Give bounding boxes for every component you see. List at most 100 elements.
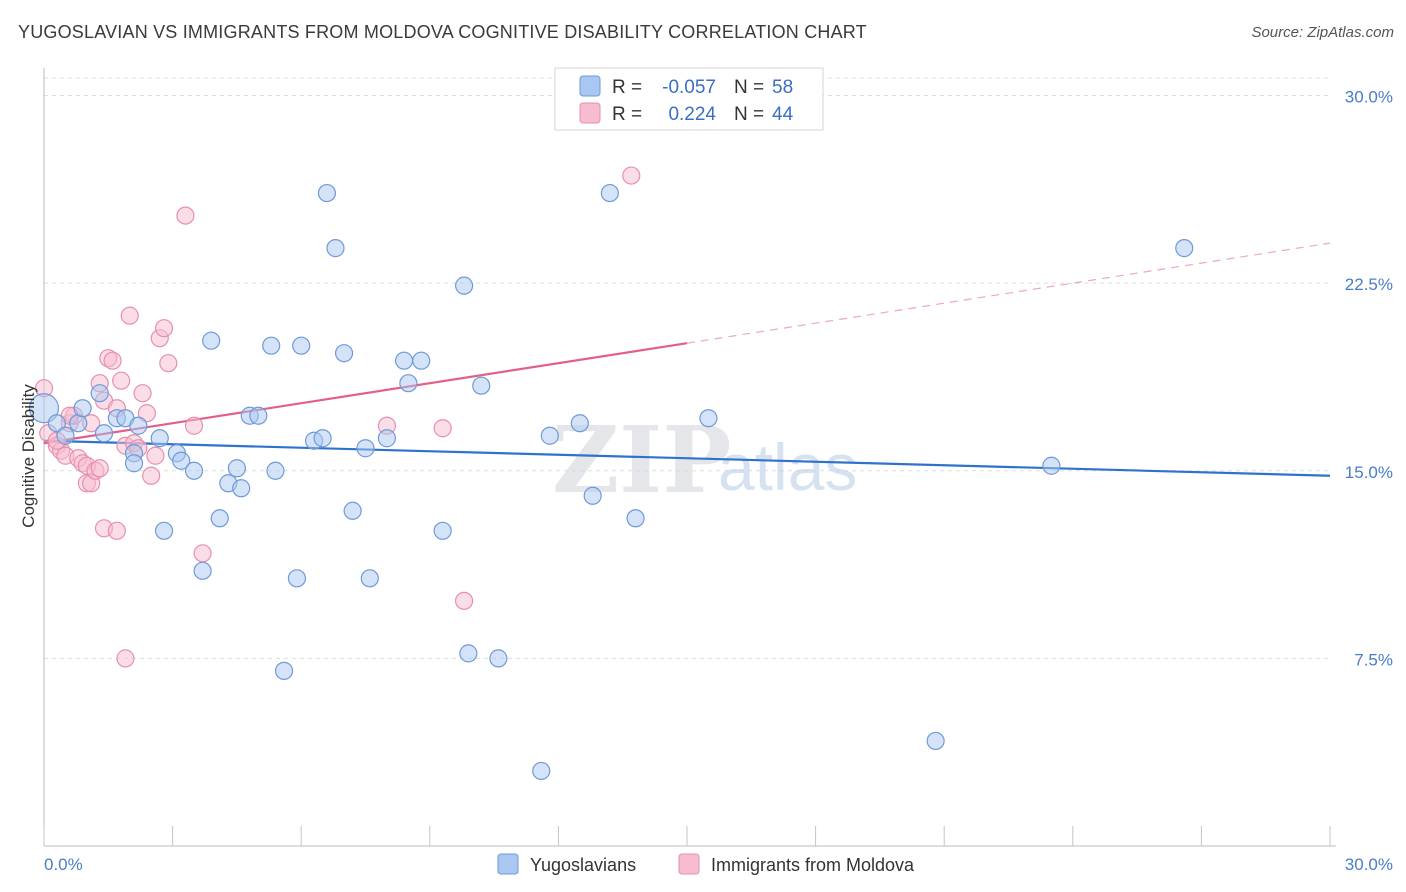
legend-r-value-2: 0.224 bbox=[668, 104, 716, 125]
point-yugoslavians-56 bbox=[1175, 239, 1194, 258]
point-yugoslavians-32 bbox=[317, 183, 337, 203]
series-yugoslavians-points bbox=[28, 183, 1194, 781]
bottom-legend-label-moldova: Immigrants from Moldova bbox=[711, 855, 915, 875]
point-yugoslavians-21 bbox=[227, 459, 246, 478]
legend-n-label-1: N = bbox=[734, 77, 764, 98]
point-yugoslavians-24 bbox=[249, 406, 268, 425]
point-yugoslavians-35 bbox=[343, 501, 362, 520]
point-moldova-37 bbox=[193, 544, 212, 563]
point-yugoslavians-17 bbox=[193, 561, 212, 580]
point-yugoslavians-39 bbox=[394, 351, 414, 370]
point-yugoslavians-44 bbox=[459, 644, 478, 663]
point-yugoslavians-48 bbox=[540, 426, 559, 445]
point-moldova-30 bbox=[142, 466, 161, 485]
point-moldova-22 bbox=[112, 371, 131, 390]
chart-title: YUGOSLAVIAN VS IMMIGRANTS FROM MOLDOVA C… bbox=[18, 22, 867, 42]
legend-n-value-1: 58 bbox=[772, 77, 793, 98]
point-yugoslavians-31 bbox=[313, 429, 332, 448]
point-yugoslavians-4 bbox=[73, 399, 92, 418]
point-moldova-19 bbox=[103, 351, 122, 370]
axes bbox=[43, 68, 1336, 847]
point-yugoslavians-10 bbox=[129, 416, 148, 435]
point-yugoslavians-1 bbox=[47, 414, 66, 433]
trend-line-moldova-extension bbox=[686, 242, 1331, 344]
point-moldova-29 bbox=[137, 404, 156, 423]
point-yugoslavians-47 bbox=[532, 761, 551, 781]
point-yugoslavians-50 bbox=[583, 486, 602, 505]
point-yugoslavians-37 bbox=[360, 569, 379, 588]
point-moldova-25 bbox=[120, 306, 139, 325]
y-tick-label-3: 30.0% bbox=[1345, 88, 1393, 107]
point-yugoslavians-18 bbox=[202, 331, 221, 350]
point-yugoslavians-34 bbox=[334, 344, 354, 363]
trend-line-yugoslavians bbox=[43, 439, 1331, 477]
point-yugoslavians-12 bbox=[150, 429, 169, 448]
point-moldova-14 bbox=[90, 459, 109, 478]
point-yugoslavians-52 bbox=[626, 509, 645, 528]
point-yugoslavians-40 bbox=[399, 374, 418, 393]
point-yugoslavians-15 bbox=[172, 451, 191, 470]
point-yugoslavians-49 bbox=[570, 414, 589, 433]
x-tick-label-min: 0.0% bbox=[44, 855, 83, 874]
point-yugoslavians-41 bbox=[412, 351, 431, 370]
point-yugoslavians-45 bbox=[472, 376, 491, 395]
point-yugoslavians-53 bbox=[699, 409, 718, 428]
source-label: Source: ZipAtlas.com bbox=[1251, 24, 1394, 41]
point-moldova-31 bbox=[146, 446, 165, 465]
point-yugoslavians-51 bbox=[600, 183, 619, 203]
point-yugoslavians-28 bbox=[287, 569, 307, 588]
axis-ticks: 7.5% 15.0% 22.5% 30.0% bbox=[43, 88, 1393, 846]
point-moldova-39 bbox=[433, 419, 452, 438]
point-yugoslavians-38 bbox=[377, 429, 397, 448]
bottom-legend-label-yugoslavians: Yugoslavians bbox=[530, 855, 636, 875]
point-yugoslavians-19 bbox=[210, 509, 229, 528]
point-yugoslavians-27 bbox=[274, 661, 294, 680]
point-yugoslavians-6 bbox=[94, 424, 114, 443]
legend-swatch-moldova bbox=[579, 102, 601, 124]
point-yugoslavians-16 bbox=[184, 461, 204, 480]
point-yugoslavians-11 bbox=[124, 454, 144, 473]
point-yugoslavians-54 bbox=[926, 731, 945, 751]
point-yugoslavians-25 bbox=[262, 336, 281, 355]
y-tick-label-2: 22.5% bbox=[1345, 275, 1393, 294]
bottom-legend: Yugoslavians Immigrants from Moldova bbox=[497, 853, 915, 875]
point-moldova-35 bbox=[176, 206, 195, 225]
y-tick-label-1: 15.0% bbox=[1345, 463, 1393, 482]
y-axis-label: Cognitive Disability bbox=[19, 384, 38, 528]
watermark-atlas: atlas bbox=[718, 430, 857, 504]
point-yugoslavians-43 bbox=[454, 276, 474, 295]
legend-n-value-2: 44 bbox=[772, 104, 794, 125]
legend-r-label-1: R = bbox=[612, 77, 642, 98]
point-yugoslavians-33 bbox=[326, 239, 345, 258]
legend-r-value-1: -0.057 bbox=[662, 77, 716, 98]
series-moldova-points bbox=[34, 166, 641, 668]
point-moldova-28 bbox=[133, 384, 152, 403]
point-yugoslavians-2 bbox=[56, 426, 75, 445]
point-moldova-41 bbox=[622, 166, 641, 185]
point-yugoslavians-5 bbox=[90, 384, 109, 403]
point-moldova-24 bbox=[116, 649, 135, 668]
point-moldova-36 bbox=[184, 416, 204, 435]
legend: R = -0.057 N = 58 R = 0.224 N = 44 bbox=[554, 67, 824, 131]
legend-n-label-2: N = bbox=[734, 104, 764, 125]
point-yugoslavians-55 bbox=[1042, 456, 1061, 475]
grid-lines bbox=[44, 77, 1330, 659]
y-tick-label-0: 7.5% bbox=[1354, 650, 1393, 669]
point-yugoslavians-0 bbox=[28, 393, 60, 424]
point-yugoslavians-3 bbox=[69, 414, 88, 433]
legend-swatch-yugoslavians bbox=[579, 75, 601, 97]
point-yugoslavians-42 bbox=[433, 521, 452, 540]
trend-line-moldova bbox=[43, 342, 688, 445]
point-yugoslavians-22 bbox=[232, 479, 251, 498]
point-yugoslavians-13 bbox=[154, 521, 174, 540]
point-yugoslavians-29 bbox=[292, 336, 311, 355]
bottom-legend-swatch-yugoslavians bbox=[497, 853, 519, 875]
point-moldova-34 bbox=[159, 354, 178, 373]
bottom-legend-swatch-moldova bbox=[678, 853, 700, 875]
x-tick-label-max: 30.0% bbox=[1345, 855, 1393, 874]
point-moldova-40 bbox=[454, 591, 474, 610]
legend-r-label-2: R = bbox=[612, 104, 642, 125]
point-yugoslavians-26 bbox=[266, 461, 285, 480]
point-yugoslavians-36 bbox=[356, 439, 375, 458]
